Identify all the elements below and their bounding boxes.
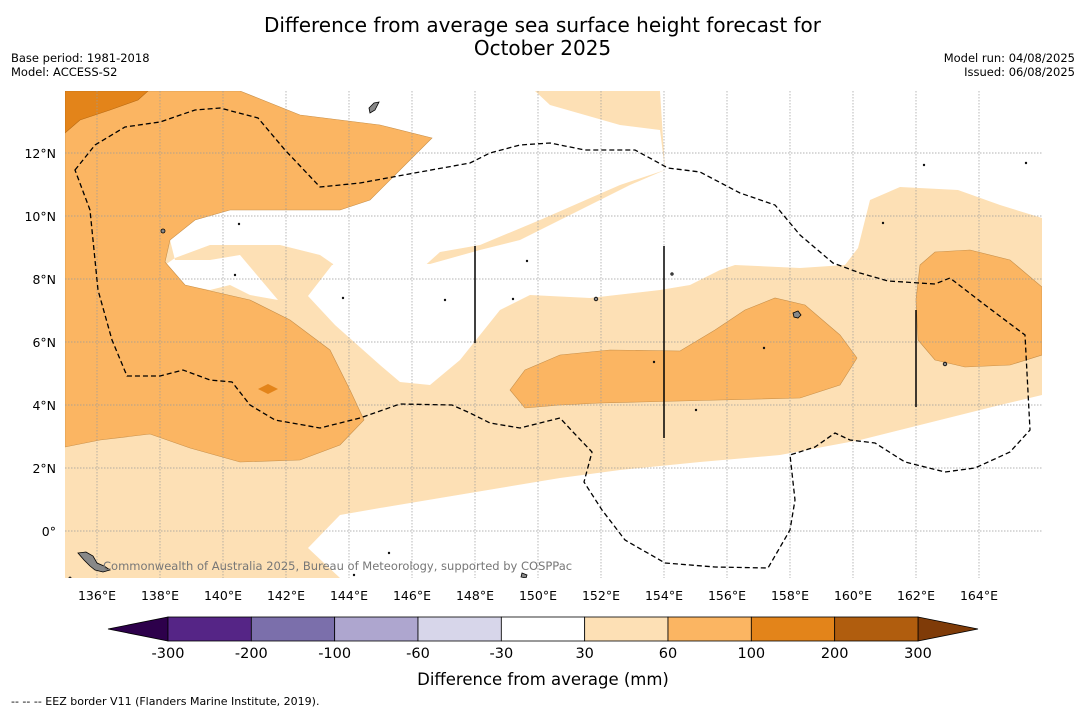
lon-label: 156°E [708,588,746,603]
map-area: Commonwealth of Australia 2025, Bureau o… [65,91,1042,578]
colorbar-segments [167,616,919,642]
colorbar-tick-label: 200 [821,646,849,662]
model-run: Model run: 04/08/2025 [943,51,1075,65]
base-period: Base period: 1981-2018 [11,51,150,65]
lat-label: 8°N [32,272,56,287]
colorbar-tick-label: 300 [904,646,932,662]
lat-label: 2°N [32,461,56,476]
colorbar-over-arrow [917,616,979,642]
lat-axis-labels: 12°N 10°N 8°N 6°N 4°N 2°N 0° [24,146,56,539]
lat-label: 0° [42,524,56,539]
lat-label: 6°N [32,335,56,350]
title-line-1: Difference from average sea surface heig… [263,13,822,37]
lon-axis-labels: 136°E 138°E 140°E 142°E 144°E 146°E 148°… [78,588,998,603]
map-title: Difference from average sea surface heig… [0,14,1085,60]
colorbar-tick-labels: -300 -200 -100 -60 -30 30 60 100 200 300 [152,646,932,662]
colorbar-segment [334,616,419,642]
band-100-200-northwest [65,91,149,134]
colorbar-tick-label: 60 [659,646,677,662]
lon-label: 164°E [960,588,998,603]
colorbar-tick-label: 30 [575,646,593,662]
islands [68,101,1028,578]
lon-label: 148°E [456,588,494,603]
colorbar-tick-label: -200 [235,646,268,662]
band-60-100-west [65,91,433,463]
lon-label: 136°E [78,588,116,603]
neutral-region-northeast [308,91,1042,385]
run-info: Model run: 04/08/2025 Issued: 06/08/2025 [944,51,1075,79]
lon-label: 152°E [582,588,620,603]
lon-label: 144°E [330,588,368,603]
lon-label: 140°E [204,588,242,603]
colorbar-tick-label: -30 [489,646,513,662]
lon-label: 158°E [771,588,809,603]
island-east [792,310,802,319]
island-southwest [77,551,111,573]
boundary-lines [474,246,917,438]
issued-date: Issued: 06/08/2025 [964,65,1075,79]
lon-label: 146°E [393,588,431,603]
colorbar-tick-label: -60 [406,646,430,662]
title-line-2: October 2025 [473,36,612,60]
eez-borders [74,107,1031,569]
island-northwest [368,101,380,114]
colorbar-tick-label: -300 [152,646,185,662]
colorbar-segment [417,616,502,642]
colorbar-segment [584,616,669,642]
band-100-200-patch [258,384,278,394]
colorbar-tick-label: 100 [737,646,765,662]
colorbar-segment [834,616,919,642]
attribution-text: Commonwealth of Australia 2025, Bureau o… [103,559,572,573]
lat-label: 10°N [24,209,56,224]
base-info: Base period: 1981-2018 Model: ACCESS-S2 [11,51,150,79]
colorbar-under-arrow [107,616,169,642]
colorbar-tick-label: -100 [318,646,351,662]
lat-label: 4°N [32,398,56,413]
band-60-100-central [509,297,858,409]
model-name: Model: ACCESS-S2 [11,65,118,79]
colorbar-segment [500,616,586,642]
colorbar-segment [667,616,752,642]
grid-lines [65,91,1042,578]
lon-label: 162°E [897,588,935,603]
colorbar-segment [750,616,836,642]
colorbar: -300 -200 -100 -60 -30 30 60 100 200 300 Differen… [107,616,979,689]
colorbar-segment [167,616,252,642]
eez-footnote: -- -- -- EEZ border V11 (Flanders Marine… [11,695,320,708]
lon-label: 150°E [519,588,557,603]
colorbar-title: Difference from average (mm) [417,670,669,689]
lon-label: 160°E [834,588,872,603]
colorbar-segment [250,616,336,642]
lon-label: 138°E [141,588,179,603]
lon-label: 154°E [645,588,683,603]
lon-label: 142°E [267,588,305,603]
lat-label: 12°N [24,146,56,161]
